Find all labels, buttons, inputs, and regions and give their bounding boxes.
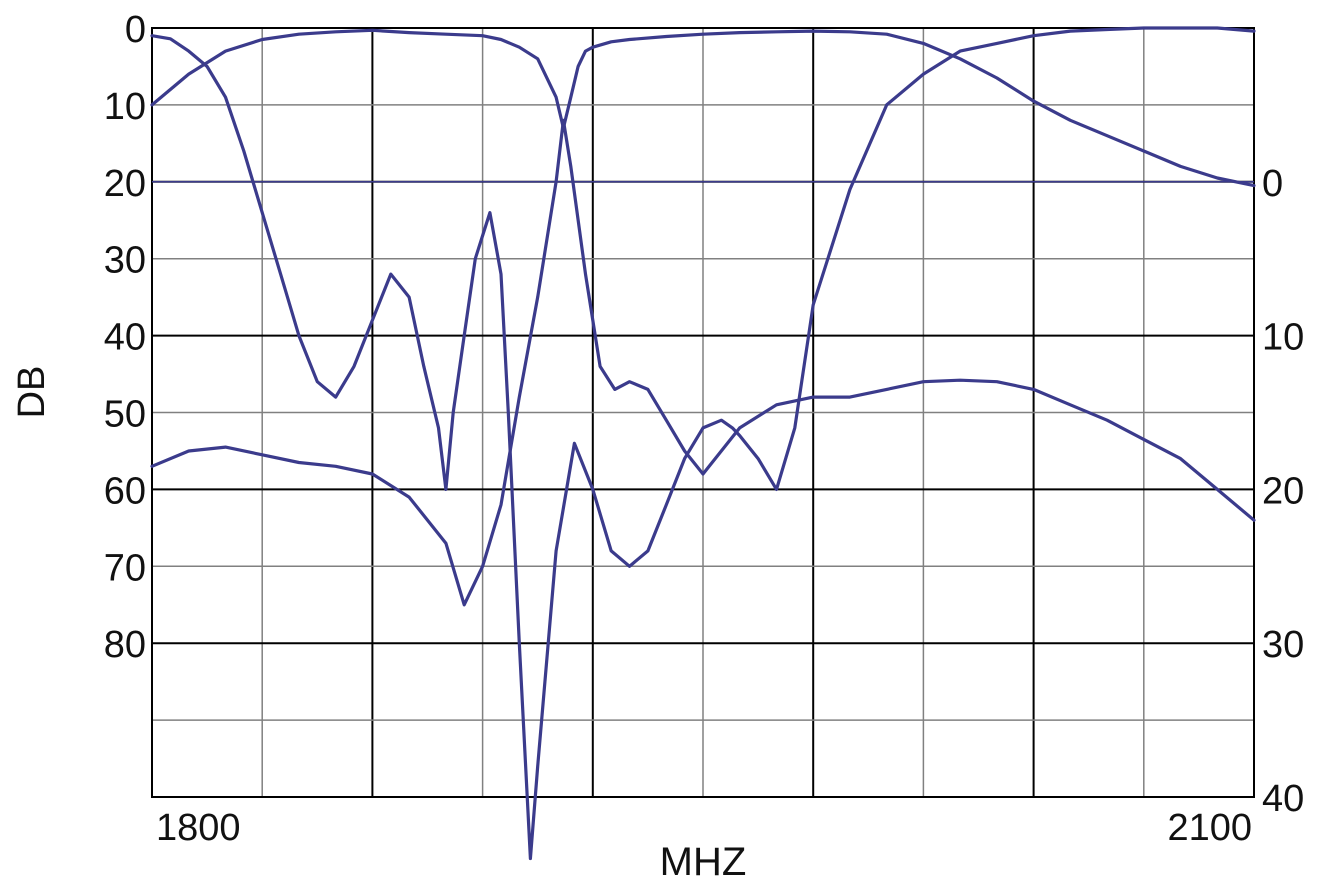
tick-labels: 0 10 20 30 40 50 60 70 80 0 10 20 30 40 1800 2100 [104,9,1305,849]
y-tick-label-right: 10 [1262,317,1304,359]
y-tick-label-left: 40 [104,317,146,359]
y-tick-label-left: 50 [104,394,146,436]
series-line-3 [150,26,1256,861]
series-line-2 [150,118,1256,607]
x-axis-label: MHZ [660,840,747,879]
grid [151,27,1255,798]
y-tick-label-left: 10 [104,86,146,128]
x-tick-label: 1800 [156,807,241,849]
axis-labels: MHZ DB [11,366,747,884]
y-tick-label-right: 20 [1262,470,1304,512]
series-group [150,26,1256,861]
y-axis-label: DB [11,366,53,419]
y-tick-label-left: 0 [125,9,146,51]
y-tick-label-right: 0 [1262,163,1283,205]
y-tick-label-left: 80 [104,624,146,666]
y-tick-label-left: 60 [104,470,146,512]
plot-frame [151,27,1255,798]
y-tick-label-left: 20 [104,163,146,205]
y-tick-label-left: 70 [104,547,146,589]
series-line-1 [150,28,1256,188]
x-tick-label: 2100 [1167,807,1252,849]
y-tick-label-right: 30 [1262,624,1304,666]
y-tick-label-left: 30 [104,240,146,282]
y-tick-label-right: 40 [1262,778,1304,820]
